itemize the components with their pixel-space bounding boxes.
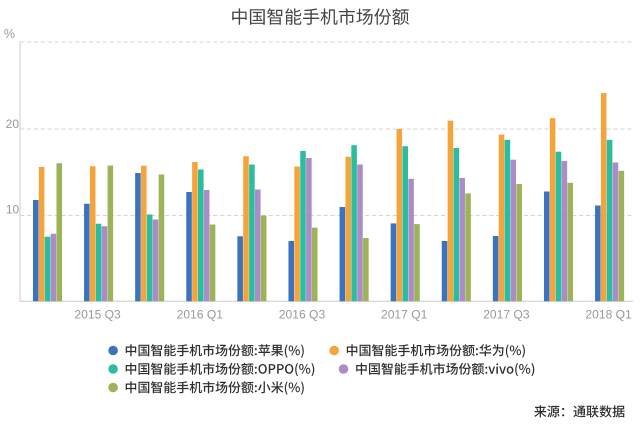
svg-text:2016 Q1: 2016 Q1 bbox=[177, 308, 224, 322]
svg-text:2017 Q1: 2017 Q1 bbox=[381, 308, 428, 322]
svg-text:2015 Q3: 2015 Q3 bbox=[74, 308, 121, 322]
svg-text:2018 Q1: 2018 Q1 bbox=[585, 308, 632, 322]
svg-text:2016 Q3: 2016 Q3 bbox=[279, 308, 326, 322]
svg-text:10: 10 bbox=[6, 203, 20, 217]
svg-text:%: % bbox=[4, 27, 15, 41]
svg-text:20: 20 bbox=[6, 117, 20, 131]
svg-text:2017 Q3: 2017 Q3 bbox=[483, 308, 530, 322]
